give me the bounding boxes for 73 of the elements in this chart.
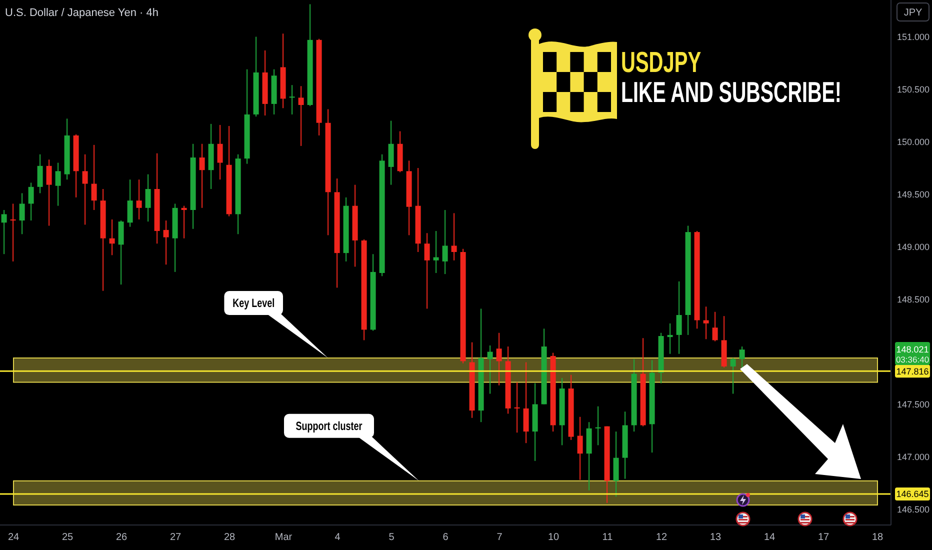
- candlestick: [181, 205, 187, 239]
- candlestick: [19, 192, 25, 235]
- y-tick-label: 149.000: [897, 242, 930, 252]
- y-tick-label: 148.500: [897, 294, 930, 304]
- candlestick: [118, 220, 124, 286]
- y-tick-label: 147.500: [897, 399, 930, 410]
- candlestick: [163, 220, 169, 266]
- x-tick-label: 27: [170, 532, 182, 544]
- candlestick: [523, 362, 529, 444]
- candlestick: [514, 382, 520, 434]
- x-tick-label: Mar: [274, 532, 293, 544]
- candlestick: [298, 86, 304, 146]
- candlestick: [55, 162, 61, 206]
- text: USDJPY: [621, 46, 702, 79]
- annotation: Support cluster: [296, 420, 362, 434]
- x-tick-label: 12: [656, 532, 668, 544]
- currency-button: JPY: [896, 2, 930, 22]
- candlestick: [136, 179, 142, 220]
- candlestick: [442, 210, 448, 275]
- candlestick: [37, 154, 43, 194]
- candlestick: [109, 218, 115, 256]
- annotation: U.S. Dollar / Japanese Yen · 4h: [5, 7, 158, 19]
- y-tick-label: 151.000: [897, 32, 930, 42]
- x-tick-label: 5: [388, 532, 395, 544]
- candlestick: [496, 332, 502, 386]
- x-tick-label: 6: [442, 532, 449, 544]
- candlestick: [289, 84, 295, 115]
- x-tick-label: 14: [764, 532, 776, 544]
- x-tick-label: 10: [548, 532, 560, 544]
- y-tick-label: 147.000: [897, 452, 930, 462]
- candlestick: [451, 212, 457, 261]
- candlestick: [91, 144, 97, 210]
- candlestick: [145, 174, 151, 222]
- candlestick: [703, 306, 709, 340]
- candlestick: [1, 210, 7, 255]
- candlestick: [10, 203, 16, 262]
- candlestick: [28, 182, 34, 221]
- candlestick: [712, 311, 718, 342]
- candlestick: [487, 344, 493, 394]
- candlestick: [667, 322, 673, 354]
- candlestick: [424, 232, 430, 310]
- candlestick: [676, 280, 682, 354]
- annotation: Key Level: [232, 296, 275, 310]
- candlestick: [595, 406, 601, 446]
- candlestick: [613, 431, 619, 498]
- candlestick: [82, 154, 88, 226]
- y-tick-label: 150.000: [897, 136, 930, 147]
- candlestick: [199, 143, 205, 208]
- y-tick-label: 150.500: [897, 84, 930, 94]
- x-tick-label: 24: [8, 532, 20, 544]
- x-tick-label: 11: [602, 532, 614, 544]
- price-tag: 147.816: [895, 364, 930, 378]
- x-tick-label: 7: [496, 532, 503, 544]
- y-tick-label: 146.500: [897, 504, 930, 514]
- candlestick: [739, 346, 745, 368]
- x-tick-label: 4: [334, 532, 341, 544]
- text: LIKE AND SUBSCRIBE!: [621, 77, 842, 110]
- price-tag: 146.645: [895, 488, 930, 501]
- x-tick-label: 13: [710, 532, 722, 544]
- x-tick-label: 26: [116, 532, 128, 544]
- x-tick-label: 18: [872, 532, 884, 544]
- candlestick: [577, 416, 583, 480]
- candlestick: [388, 120, 394, 186]
- x-tick-label: 17: [818, 532, 830, 544]
- candlestick: [46, 159, 52, 226]
- x-tick-label: 28: [224, 532, 236, 544]
- candlestick: [433, 230, 439, 274]
- x-tick-label: 25: [62, 532, 74, 544]
- text: 03:36:40: [896, 354, 930, 365]
- candlestick: [127, 179, 133, 228]
- candlestick: [730, 358, 736, 394]
- candlestick: [217, 124, 223, 180]
- y-tick-label: 149.500: [897, 189, 930, 200]
